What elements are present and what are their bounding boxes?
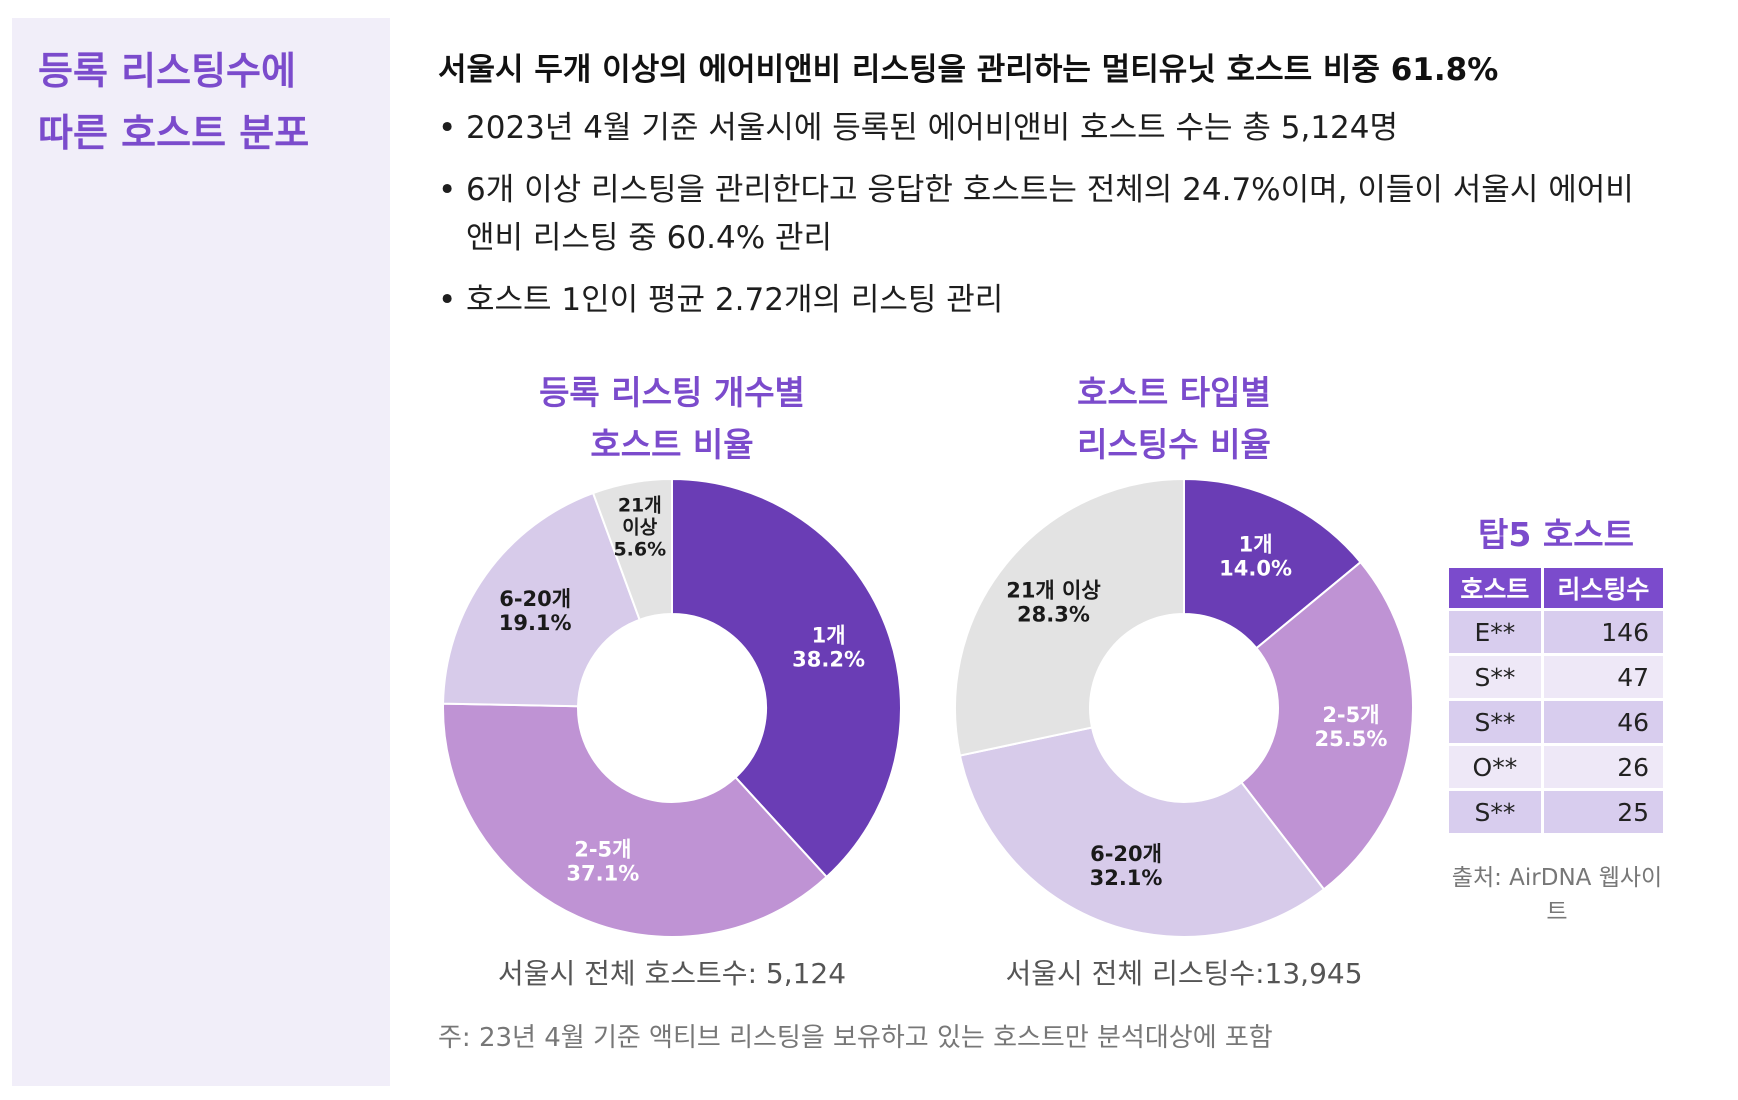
top5-count: 25 (1543, 791, 1663, 833)
chart1-caption: 서울시 전체 호스트수: 5,124 (497, 957, 847, 990)
slice-value-label: 14.0% (1219, 556, 1292, 580)
slice-2-5개 (442, 702, 829, 938)
top5-count: 146 (1543, 611, 1663, 653)
chart2-caption: 서울시 전체 리스팅수:13,945 (1005, 957, 1363, 990)
slice-category-label: 2-5개 (574, 837, 631, 861)
slice-label: 6-20개 19.1% (499, 587, 572, 635)
top5-host: E** (1449, 611, 1541, 653)
bullet-list: 2023년 4월 기준 서울시에 등록된 에어비앤비 호스트 수는 총 5,12… (438, 104, 1708, 338)
slice-category-label: 1개 (1239, 532, 1273, 556)
slice-value-label: 32.1% (1090, 866, 1163, 890)
table-row: S** 46 (1449, 701, 1663, 743)
top5-header-host: 호스트 (1449, 568, 1541, 608)
slice-category-label: 21개 (618, 494, 662, 516)
chart2-title: 호스트 타입별 리스팅수 비율 (944, 367, 1404, 471)
slice-value-label: 25.5% (1315, 727, 1388, 751)
top5-header-count: 리스팅수 (1543, 568, 1663, 608)
slice-1개 (1183, 478, 1362, 650)
headline: 서울시 두개 이상의 에어비앤비 리스팅을 관리하는 멀티유닛 호스트 비중 6… (438, 52, 1499, 88)
top5-header-row: 호스트 리스팅수 (1449, 568, 1663, 608)
top5-count: 46 (1543, 701, 1663, 743)
slice-category-label: 21개 이상 (1006, 579, 1100, 603)
slice-21개 이상 (954, 478, 1185, 757)
chart2-title-line1: 호스트 타입별 (1077, 373, 1271, 412)
chart1-title: 등록 리스팅 개수별 호스트 비율 (442, 367, 902, 471)
chart1-title-line1: 등록 리스팅 개수별 (539, 373, 805, 412)
chart2-donut: 1개 14.0% 2-5개 25.5% 6-20개 32.1% 21개 이상 28.3% (954, 478, 1414, 938)
slice-label: 21개 이상 28.3% (1006, 579, 1100, 627)
slice-2-5개 (1240, 560, 1414, 891)
bullet-item: 호스트 1인이 평균 2.72개의 리스팅 관리 (438, 276, 1708, 324)
table-row: S** 47 (1449, 656, 1663, 698)
table-row: E** 146 (1449, 611, 1663, 653)
sidebar-panel (12, 18, 390, 1086)
slice-value-label: 28.3% (1017, 603, 1090, 627)
section-title-line1: 등록 리스팅수에 (38, 49, 296, 93)
chart1-title-line2: 호스트 비율 (590, 425, 754, 464)
slice-label: 1개 38.2% (792, 623, 865, 671)
slice-21개 이상 (591, 478, 673, 622)
top5-count: 47 (1543, 656, 1663, 698)
slice-label: 2-5개 25.5% (1315, 703, 1388, 751)
top5-title: 탑5 호스트 (1478, 515, 1634, 554)
top5-count: 26 (1543, 746, 1663, 788)
slice-value-label: 5.6% (613, 538, 666, 560)
slice-category-label: 1개 (812, 623, 846, 647)
slice-label: 21개 이상 5.6% (613, 494, 666, 560)
footnote: 주: 23년 4월 기준 액티브 리스팅을 보유하고 있는 호스트만 분석대상에… (438, 1023, 1273, 1053)
top5-host: O** (1449, 746, 1541, 788)
table-row: S** 25 (1449, 791, 1663, 833)
section-title: 등록 리스팅수에 따른 호스트 분포 (38, 40, 378, 164)
slice-value-label: 37.1% (566, 861, 639, 885)
slice-category-label: 2-5개 (1322, 703, 1379, 727)
slice-category-label: 6-20개 (499, 587, 571, 611)
slice-label: 6-20개 32.1% (1090, 842, 1163, 890)
slice-category-label: 이상 (622, 516, 657, 538)
bullet-item: 2023년 4월 기준 서울시에 등록된 에어비앤비 호스트 수는 총 5,12… (438, 104, 1708, 152)
slice-1개 (671, 478, 902, 879)
slice-category-label: 6-20개 (1090, 842, 1162, 866)
top5-host: S** (1449, 791, 1541, 833)
top5-table: 호스트 리스팅수 E** 146 S** 47 S** 46 O** 26 S*… (1446, 565, 1666, 836)
top5-source: 출처: AirDNA 웹사이트 (1451, 865, 1663, 925)
top5-host: S** (1449, 701, 1541, 743)
chart2-title-line2: 리스팅수 비율 (1077, 425, 1271, 464)
slice-label: 2-5개 37.1% (566, 837, 639, 885)
table-row: O** 26 (1449, 746, 1663, 788)
section-title-line2: 따른 호스트 분포 (38, 111, 310, 155)
slice-value-label: 19.1% (499, 611, 572, 635)
slice-6-20개 (442, 491, 641, 708)
top5-host: S** (1449, 656, 1541, 698)
slice-6-20개 (958, 726, 1326, 938)
slice-label: 1개 14.0% (1219, 532, 1292, 580)
slice-value-label: 38.2% (792, 647, 865, 671)
chart1-donut: 1개 38.2% 2-5개 37.1% 6-20개 19.1% 21개 이상 5.6% (442, 478, 902, 938)
bullet-item: 6개 이상 리스팅을 관리한다고 응답한 호스트는 전체의 24.7%이며, 이… (438, 166, 1646, 262)
